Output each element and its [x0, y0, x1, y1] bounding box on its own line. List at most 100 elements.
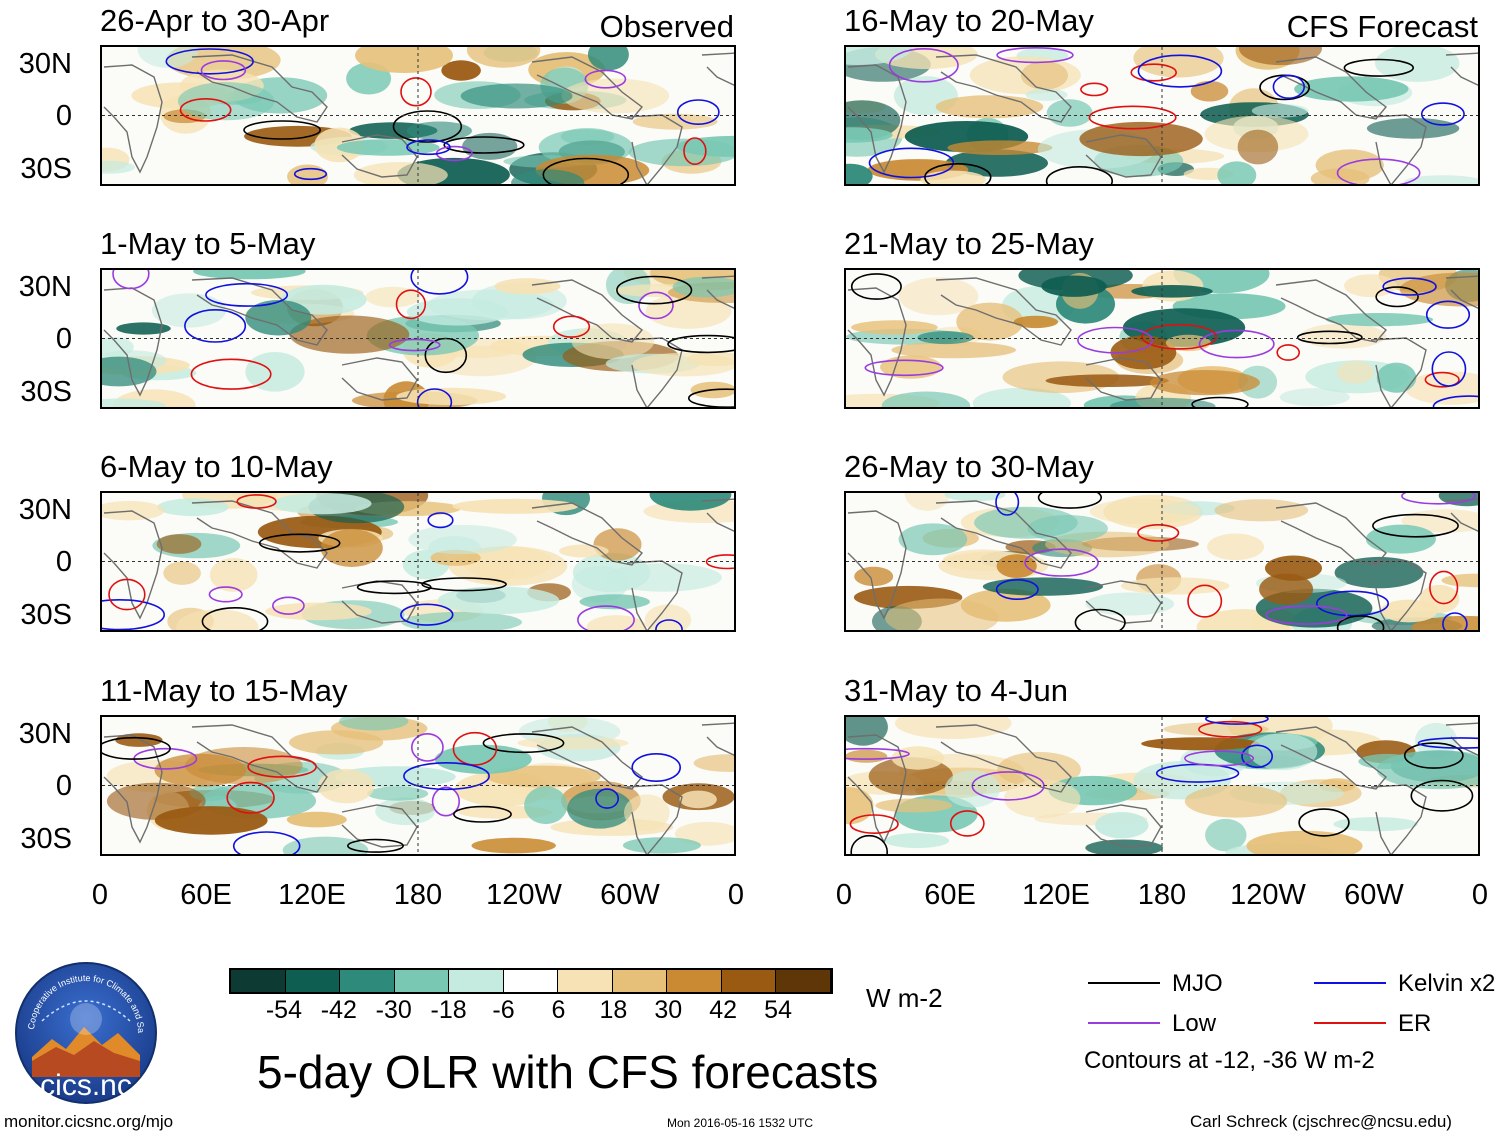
olr-anomaly [884, 833, 950, 849]
filter-contour [688, 388, 734, 407]
olr-anomaly [1205, 818, 1247, 852]
olr-anomaly [245, 352, 305, 392]
olr-anomaly [437, 586, 560, 615]
olr-anomaly [885, 598, 999, 630]
olr-map-panel [844, 715, 1480, 856]
filter-contour [179, 98, 232, 122]
filter-contour [165, 48, 254, 75]
latitude-label: 30N [18, 718, 72, 750]
filter-contour [949, 810, 985, 837]
filter-contour [1130, 63, 1178, 82]
filter-contour [1265, 605, 1348, 625]
coastline [531, 726, 644, 790]
filter-contour [552, 315, 591, 338]
filter-contour [1336, 158, 1421, 184]
olr-anomaly [353, 162, 448, 184]
filter-contour [410, 732, 444, 762]
coastline [531, 56, 644, 120]
coastline [626, 337, 683, 407]
filter-contour [427, 512, 454, 529]
colorbar-tick-label: -18 [430, 996, 467, 1024]
olr-anomaly [177, 82, 275, 121]
filter-contour [1141, 323, 1218, 350]
coastline [935, 54, 1072, 123]
filter-contour [1432, 395, 1478, 407]
filter-contour [1024, 548, 1099, 577]
latitude-label: 0 [55, 770, 72, 802]
filter-contour [1375, 286, 1419, 308]
filter-contour [226, 781, 275, 814]
panel-period: 21-May to 25-May [844, 226, 1094, 261]
colorbar-tick-label: -54 [265, 996, 302, 1024]
coastline [1370, 784, 1427, 854]
longitude-label: 60W [600, 879, 660, 911]
filter-contour [406, 139, 451, 156]
olr-anomaly [898, 523, 968, 556]
olr-anomaly [996, 554, 1037, 578]
olr-map-panel [100, 45, 736, 186]
panel-period: 6-May to 10-May [100, 449, 333, 484]
filter-contour [1088, 105, 1177, 130]
filter-contour [200, 60, 247, 81]
filter-contour [1205, 717, 1269, 725]
filter-contour [201, 607, 269, 630]
olr-anomaly [997, 751, 1081, 788]
olr-anomaly [851, 320, 938, 335]
longitude-label: 0 [91, 879, 109, 911]
longitude-label: 120W [1230, 879, 1306, 911]
olr-anomaly [1404, 175, 1478, 184]
filter-contour [347, 838, 405, 853]
coastline [626, 784, 683, 854]
coastline [1370, 560, 1427, 630]
footer-author: Carl Schreck (cjschrec@ncsu.edu) [1190, 1112, 1452, 1131]
colorbar-swatch [776, 970, 832, 992]
olr-anomaly [1337, 361, 1374, 384]
olr-anomaly [1376, 362, 1417, 393]
olr-anomaly [1190, 80, 1229, 102]
longitude-label: 180 [393, 879, 443, 911]
olr-anomaly [156, 534, 202, 554]
colorbar [229, 968, 833, 994]
olr-anomaly [854, 566, 894, 587]
filter-contour [995, 493, 1020, 516]
filter-contour [293, 167, 328, 181]
filter-contour [577, 605, 635, 630]
olr-anomaly [1333, 817, 1418, 832]
olr-anomaly [1366, 118, 1460, 139]
filter-contour [1184, 750, 1255, 767]
filter-contour [102, 736, 171, 760]
longitude-label: 120E [1022, 879, 1090, 911]
filter-contour [868, 147, 955, 179]
coastline [847, 510, 907, 620]
coastline [103, 734, 163, 844]
filter-contour [850, 273, 902, 300]
coastline [1445, 722, 1478, 756]
longitude-label: 60E [180, 879, 232, 911]
filter-contour [410, 270, 469, 295]
olr-anomaly [846, 127, 893, 143]
coastline [531, 279, 644, 343]
latitude-label: 30N [18, 48, 72, 80]
coastline [103, 287, 163, 397]
filter-contour [452, 731, 498, 766]
olr-anomaly [1149, 370, 1260, 396]
olr-anomaly [567, 788, 633, 829]
legend-line [1088, 1022, 1160, 1024]
panel-tag: CFS Forecast [1286, 9, 1478, 44]
legend-line [1088, 982, 1160, 984]
coastline [847, 734, 907, 844]
filter-contour [388, 338, 441, 352]
olr-anomaly [286, 811, 347, 828]
coastline [1275, 502, 1388, 566]
filter-contour [850, 834, 888, 854]
colorbar-swatch [558, 970, 613, 992]
olr-anomaly [972, 387, 1071, 407]
olr-anomaly [339, 717, 409, 731]
filter-contour [1191, 396, 1249, 407]
olr-anomaly [1133, 47, 1224, 78]
latitude-label: 30S [20, 153, 72, 185]
panel-period: 26-May to 30-May [844, 449, 1094, 484]
filter-contour [247, 755, 317, 778]
olr-anomaly [1300, 323, 1387, 349]
olr-anomaly [163, 561, 201, 585]
